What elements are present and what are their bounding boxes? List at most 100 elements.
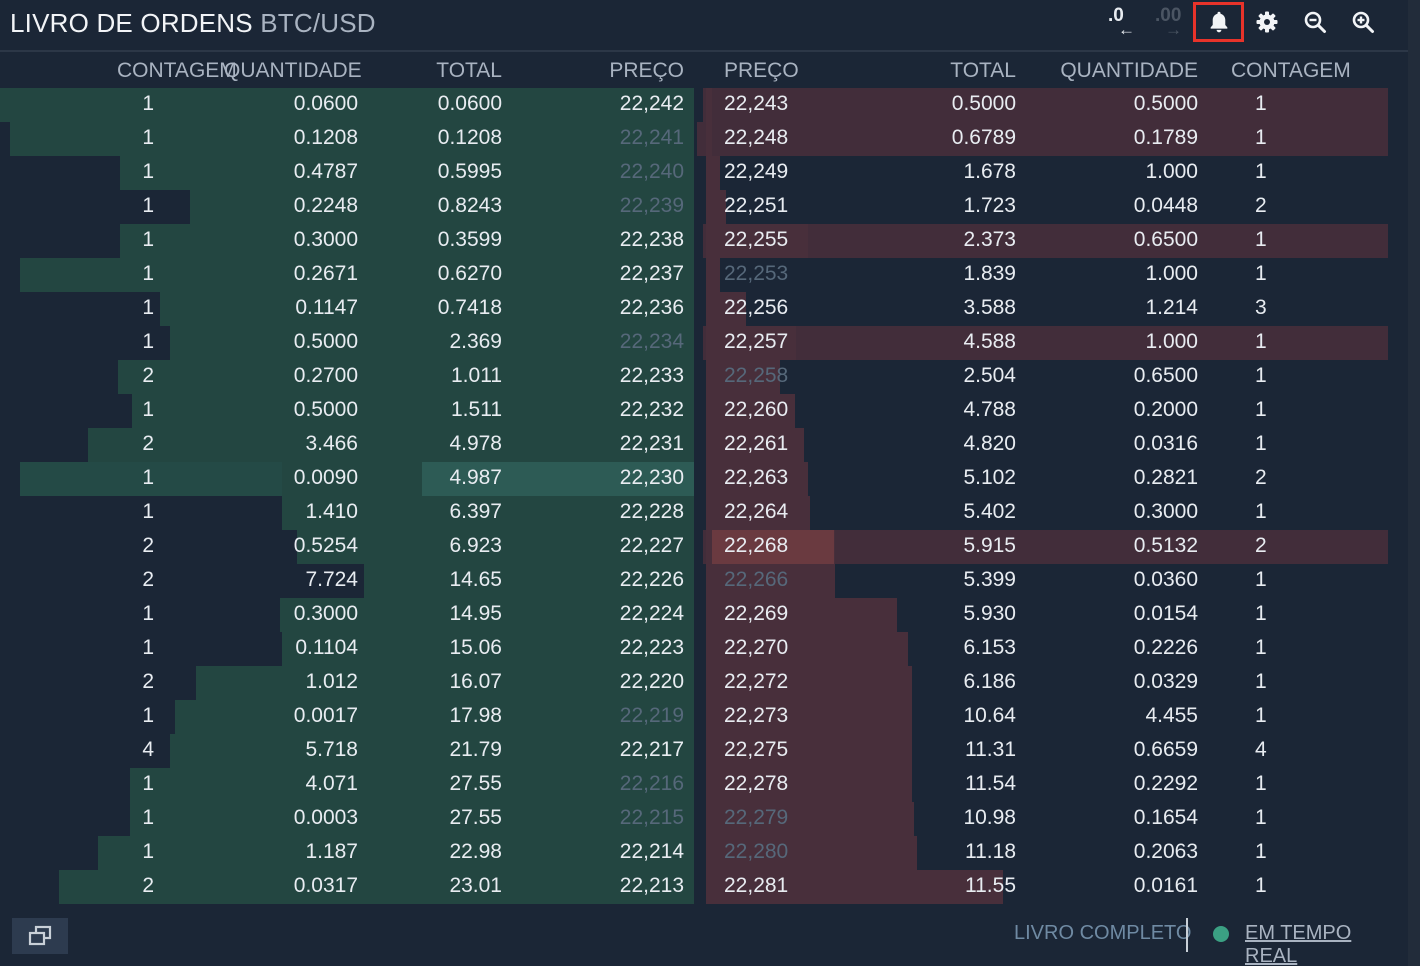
ask-row[interactable]: 22,260 4.788 0.2000 1 [0,394,1408,428]
bid-price: 22,238 [619,228,684,251]
ask-row[interactable]: 22,261 4.820 0.0316 1 [0,428,1408,462]
ask-depth-bar [706,598,897,632]
ask-depth-bar [706,802,914,836]
bid-price: 22,214 [619,840,684,863]
bid-row[interactable]: 1 0.1208 0.1208 22,241 [0,122,704,156]
ask-depth-bar [706,496,810,530]
bid-depth-bar [297,530,694,564]
bid-row[interactable]: 1 1.410 6.397 22,228 [0,496,704,530]
bid-row[interactable]: 2 7.724 14.65 22,226 [0,564,704,598]
bid-count: 1 [142,500,154,523]
decrease-precision-button[interactable]: .0 ← [1108,4,1144,40]
ask-total: 1.678 [963,160,1016,183]
bid-row[interactable]: 1 0.1147 0.7418 22,236 [0,292,704,326]
bid-row[interactable]: 1 0.5000 1.511 22,232 [0,394,704,428]
ask-row[interactable]: 22,279 10.98 0.1654 1 [0,802,1408,836]
bid-row[interactable]: 1 1.187 22.98 22,214 [0,836,704,870]
bid-row[interactable]: 1 0.3000 0.3599 22,238 [0,224,704,258]
ask-row[interactable]: 22,278 11.54 0.2292 1 [0,768,1408,802]
ask-price: 22,255 [724,228,789,251]
ask-count: 1 [1255,772,1267,795]
ask-depth-bar [706,292,746,326]
ask-row[interactable]: 22,281 11.55 0.0161 1 [0,870,1408,904]
bid-count: 1 [142,466,154,489]
ask-row[interactable]: 22,248 0.6789 0.1789 1 [0,122,1408,156]
bid-row[interactable]: 2 0.5254 6.923 22,227 [0,530,704,564]
bid-row[interactable]: 1 0.0600 0.0600 22,242 [0,88,704,122]
bid-row[interactable]: 1 0.5000 2.369 22,234 [0,326,704,360]
ask-row[interactable]: 22,255 2.373 0.6500 1 [0,224,1408,258]
ask-row[interactable]: 22,275 11.31 0.6659 4 [0,734,1408,768]
ask-price: 22,249 [724,160,789,183]
bid-count: 1 [142,704,154,727]
bid-total: 27.55 [449,806,502,829]
increase-precision-button[interactable]: .00 → [1155,4,1191,40]
realtime-link[interactable]: EM TEMPO REAL [1245,922,1352,966]
ask-count: 1 [1255,840,1267,863]
full-book-link[interactable]: LIVRO COMPLETO [1014,922,1192,944]
bid-depth-bar [59,870,694,904]
ask-row[interactable]: 22,251 1.723 0.0448 2 [0,190,1408,224]
ask-row[interactable]: 22,257 4.588 1.000 1 [0,326,1408,360]
bid-row[interactable]: 1 0.3000 14.95 22,224 [0,598,704,632]
ask-row[interactable]: 22,270 6.153 0.2226 1 [0,632,1408,666]
ask-row[interactable]: 22,256 3.588 1.214 3 [0,292,1408,326]
bid-row[interactable]: 1 0.2248 0.8243 22,239 [0,190,704,224]
bid-col-price[interactable]: PREÇO [609,59,684,82]
bid-total: 27.55 [449,772,502,795]
bid-row[interactable]: 1 0.0017 17.98 22,219 [0,700,704,734]
bid-count: 1 [142,330,154,353]
bid-col-total[interactable]: TOTAL [436,59,502,82]
bid-row[interactable]: 1 0.0090 4.987 22,230 [0,462,704,496]
zoom-in-button[interactable] [1348,4,1378,40]
ask-row[interactable]: 22,268 5.915 0.5132 2 [0,530,1408,564]
bid-row[interactable]: 2 3.466 4.978 22,231 [0,428,704,462]
ask-amount: 0.5000 [1133,92,1198,115]
ask-count: 1 [1255,330,1267,353]
bid-row[interactable]: 2 0.0317 23.01 22,213 [0,870,704,904]
ask-row[interactable]: 22,249 1.678 1.000 1 [0,156,1408,190]
ask-row[interactable]: 22,263 5.102 0.2821 2 [0,462,1408,496]
ask-row[interactable]: 22,258 2.504 0.6500 1 [0,360,1408,394]
ask-row[interactable]: 22,266 5.399 0.0360 1 [0,564,1408,598]
bid-col-amount[interactable]: QUANTIDADE [224,59,362,82]
bid-depth-bar [88,428,694,462]
bid-depth-bar [118,360,694,394]
ask-price: 22,256 [724,296,789,319]
ask-row[interactable]: 22,253 1.839 1.000 1 [0,258,1408,292]
ask-col-price[interactable]: PREÇO [724,59,799,82]
ask-price: 22,243 [724,92,789,115]
bid-count: 1 [142,92,154,115]
popout-button[interactable] [12,918,68,954]
bid-row[interactable]: 1 0.0003 27.55 22,215 [0,802,704,836]
ask-amount: 0.2292 [1133,772,1198,795]
bid-row[interactable]: 1 0.4787 0.5995 22,240 [0,156,704,190]
ask-row[interactable]: 22,273 10.64 4.455 1 [0,700,1408,734]
bid-row[interactable]: 1 0.1104 15.06 22,223 [0,632,704,666]
ask-row[interactable]: 22,269 5.930 0.0154 1 [0,598,1408,632]
bid-price: 22,219 [619,704,684,727]
bid-amount: 5.718 [305,738,358,761]
zoom-out-button[interactable] [1300,4,1330,40]
ask-row[interactable]: 22,280 11.18 0.2063 1 [0,836,1408,870]
bid-amount: 0.1208 [293,126,358,149]
realtime-status-dot [1213,926,1229,942]
bid-total: 0.3599 [437,228,502,251]
bid-price: 22,226 [619,568,684,591]
bid-row[interactable]: 1 4.071 27.55 22,216 [0,768,704,802]
ask-row[interactable]: 22,264 5.402 0.3000 1 [0,496,1408,530]
ask-price: 22,248 [724,126,789,149]
ask-col-count[interactable]: CONTAGEM [1231,59,1351,82]
bid-col-count[interactable]: CONTAGEM [117,59,237,82]
ask-total: 0.6789 [951,126,1016,149]
settings-button[interactable] [1252,4,1282,40]
ask-row[interactable]: 22,272 6.186 0.0329 1 [0,666,1408,700]
bid-row[interactable]: 4 5.718 21.79 22,217 [0,734,704,768]
ask-row[interactable]: 22,243 0.5000 0.5000 1 [0,88,1408,122]
bid-row[interactable]: 2 0.2700 1.011 22,233 [0,360,704,394]
ask-col-total[interactable]: TOTAL [950,59,1016,82]
ask-col-amount[interactable]: QUANTIDADE [1060,59,1198,82]
price-alert-button[interactable] [1193,2,1244,42]
bid-row[interactable]: 2 1.012 16.07 22,220 [0,666,704,700]
bid-row[interactable]: 1 0.2671 0.6270 22,237 [0,258,704,292]
